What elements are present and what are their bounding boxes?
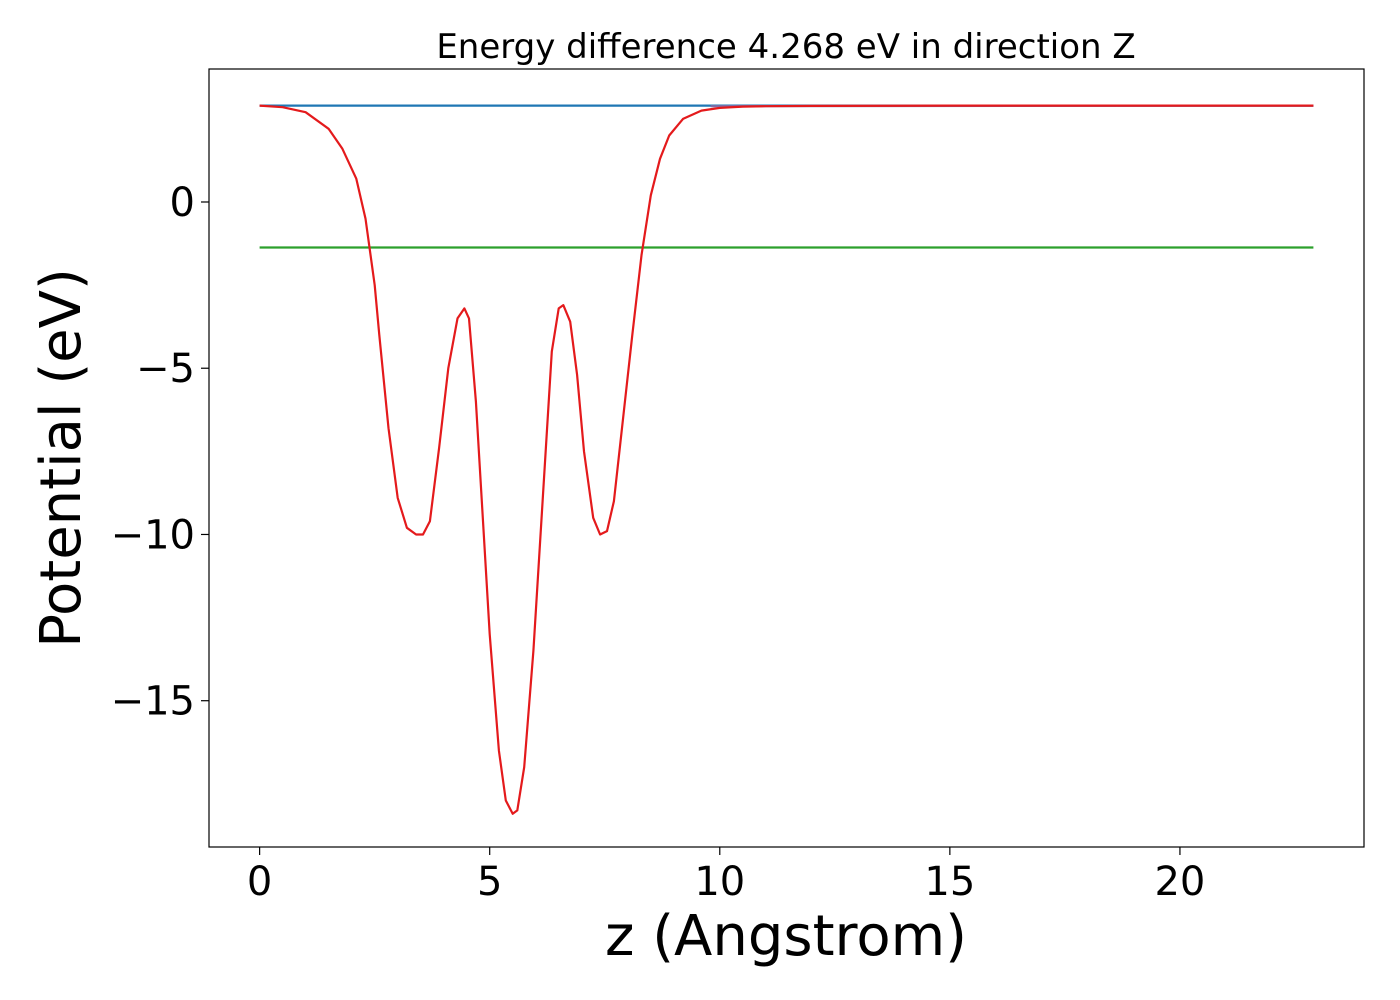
x-tick-label: 0 [247,859,272,905]
plot-frame [208,68,1365,848]
x-tick-label: 10 [694,859,745,905]
y-axis-title: Potential (eV) [29,268,94,648]
y-tick-label: −5 [136,346,195,392]
series-line-3 [259,104,1314,815]
chart-title: Energy difference 4.268 eV in direction … [436,27,1135,67]
x-axis-title: z (Angstrom) [605,904,967,969]
y-tick-label: −15 [111,679,195,725]
y-tick-label: 0 [170,180,195,226]
x-axis-ticks: 0 5 10 15 20 [247,847,1205,905]
x-tick-label: 20 [1154,859,1205,905]
x-tick-label: 5 [477,859,502,905]
y-tick-label: −10 [111,512,195,558]
series-layer [259,104,1314,815]
y-axis-ticks: 0 −5 −10 −15 [111,180,209,725]
x-tick-label: 15 [924,859,975,905]
